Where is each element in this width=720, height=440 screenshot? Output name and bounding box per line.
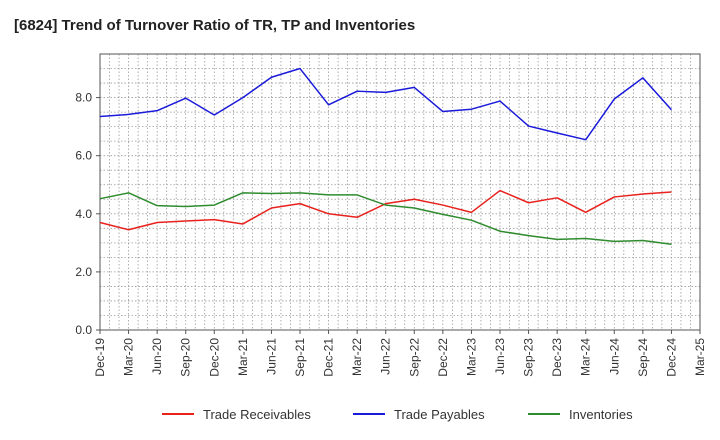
- plot-frame: [99, 53, 701, 331]
- chart-title: [6824] Trend of Turnover Ratio of TR, TP…: [14, 17, 415, 34]
- y-tick-label: 8.0: [75, 91, 92, 105]
- y-axis: 0.0 2.0 4.0 6.0 8.0: [75, 91, 100, 337]
- series-lines: [99, 67, 672, 246]
- x-tick-label: Dec-22: [436, 338, 450, 377]
- x-tick-label: Dec-24: [664, 338, 678, 377]
- y-tick-label: 2.0: [75, 265, 92, 279]
- legend-label-trade-payables: Trade Payables: [394, 407, 485, 422]
- legend-label-inventories: Inventories: [569, 407, 633, 422]
- x-tick-label: Dec-19: [93, 338, 107, 377]
- x-tick-label: Jun-22: [379, 338, 393, 375]
- x-tick-label: Jun-24: [607, 338, 621, 375]
- x-tick-label: Mar-24: [579, 338, 593, 376]
- x-tick-label: Sep-21: [293, 338, 307, 377]
- series-line-trade-payables: [99, 67, 672, 141]
- legend-label-trade-receivables: Trade Receivables: [203, 407, 311, 422]
- x-tick-label: Sep-24: [636, 338, 650, 377]
- x-tick-label: Dec-23: [550, 338, 564, 377]
- x-tick-label: Dec-21: [322, 338, 336, 377]
- series-line-inventories: [99, 192, 672, 246]
- x-tick-label: Mar-23: [464, 338, 478, 376]
- series-line-trade-receivables: [99, 189, 672, 231]
- x-tick-label: Mar-22: [350, 338, 364, 376]
- x-tick-label: Mar-21: [236, 338, 250, 376]
- x-tick-label: Dec-20: [207, 338, 221, 377]
- x-tick-label: Jun-20: [150, 338, 164, 375]
- x-tick-label: Jun-21: [264, 338, 278, 375]
- x-axis: Dec-19 Mar-20 Jun-20 Sep-20 Dec-20 Mar-21 Jun-…: [93, 330, 707, 377]
- y-tick-label: 0.0: [75, 323, 92, 337]
- x-tick-label: Mar-25: [693, 338, 707, 376]
- legend: Trade Receivables Trade Payables Inventori…: [162, 407, 633, 422]
- y-tick-label: 4.0: [75, 207, 92, 221]
- y-tick-label: 6.0: [75, 149, 92, 163]
- x-tick-label: Sep-20: [179, 338, 193, 377]
- x-tick-label: Sep-23: [522, 338, 536, 377]
- x-tick-label: Mar-20: [122, 338, 136, 376]
- x-tick-label: Sep-22: [407, 338, 421, 377]
- grid: [99, 54, 700, 330]
- x-tick-label: Jun-23: [493, 338, 507, 375]
